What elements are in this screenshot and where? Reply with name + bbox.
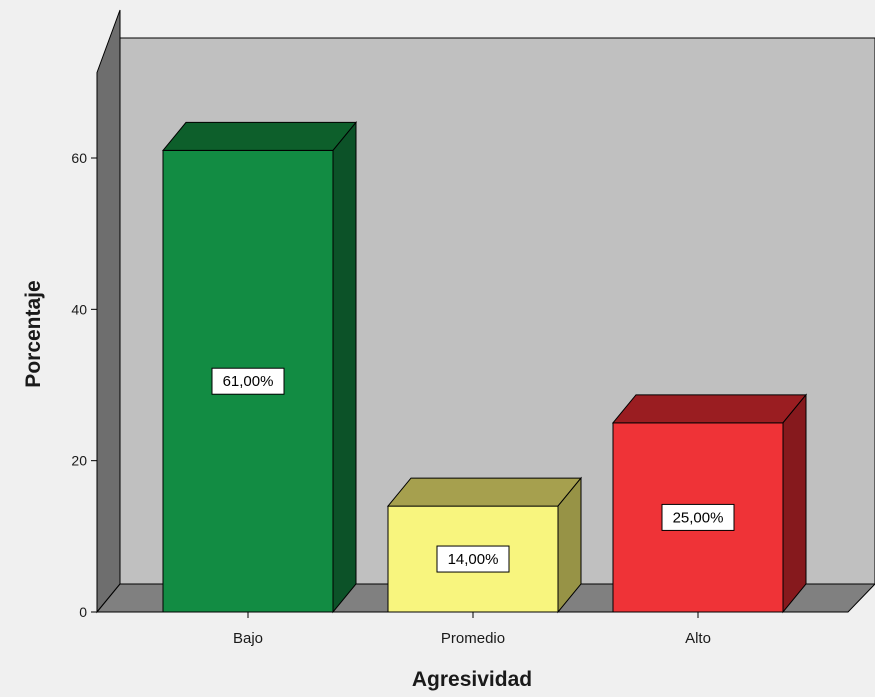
bar-top	[611, 394, 808, 424]
y-axis-title: Porcentaje	[22, 280, 45, 387]
y-tick-label: 20	[71, 453, 87, 469]
data-label: 14,00%	[448, 551, 499, 568]
data-label-box	[436, 545, 510, 573]
x-category-label: Promedio	[441, 630, 505, 647]
x-category-label: Alto	[685, 630, 711, 647]
bar-side	[782, 393, 807, 614]
y-axis: 0 20 40 60	[71, 72, 98, 620]
data-label: 25,00%	[673, 509, 724, 526]
bar-side	[332, 121, 357, 614]
y-tick-label: 60	[71, 150, 87, 166]
side-wall	[96, 9, 121, 614]
bar-top	[386, 477, 583, 507]
bar: 14,00%	[386, 476, 583, 614]
y-tick-label: 40	[71, 301, 87, 317]
y-tick-label: 0	[79, 604, 87, 620]
data-label: 61,00%	[223, 373, 274, 390]
bar-top	[161, 121, 358, 151]
x-category-label: Bajo	[233, 630, 263, 647]
bar-side	[557, 476, 582, 614]
data-label-box	[211, 367, 285, 395]
bar: 61,00%	[161, 121, 358, 614]
x-axis-title: Agresividad	[412, 668, 532, 691]
data-label-box	[661, 503, 735, 531]
bars: 61,00% 14,00% 25,00%	[161, 121, 808, 614]
x-axis-categories: Bajo Promedio Alto	[233, 612, 711, 647]
bar: 25,00%	[611, 393, 808, 614]
